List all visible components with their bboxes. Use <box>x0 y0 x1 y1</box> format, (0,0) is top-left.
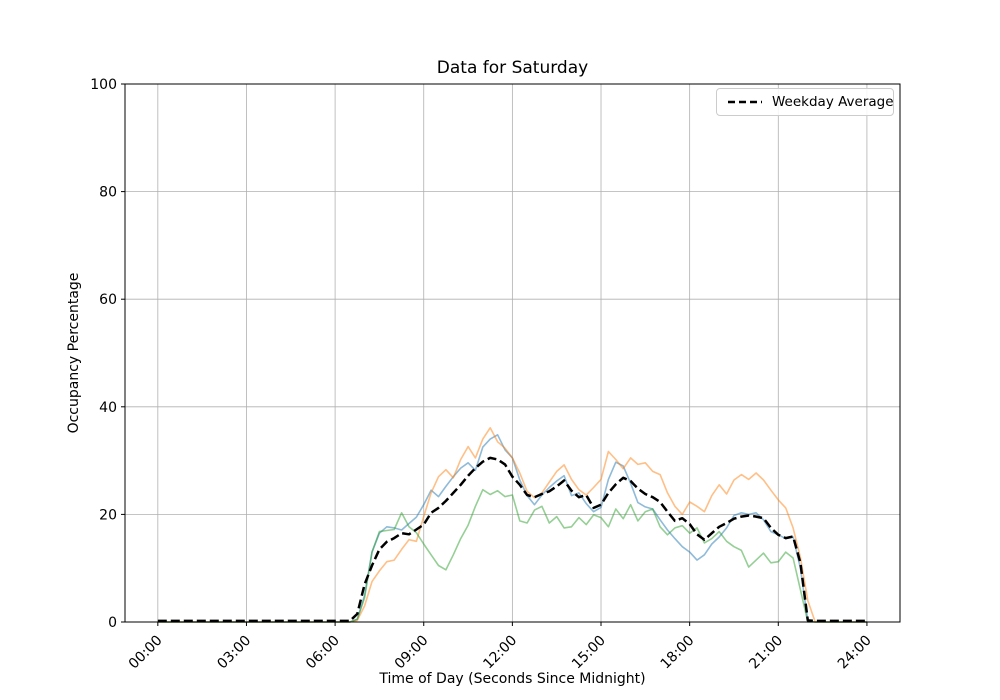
x-tick-label: 09:00 <box>392 633 432 673</box>
legend-entry-weekday-average: Weekday Average <box>772 94 894 110</box>
x-tick-label: 12:00 <box>480 633 520 673</box>
y-tick-label: 60 <box>99 292 117 308</box>
chart-title: Data for Saturday <box>436 58 589 78</box>
x-tick-label: 06:00 <box>303 633 343 673</box>
y-tick-label: 100 <box>90 77 117 93</box>
y-tick-label: 80 <box>99 185 117 201</box>
y-tick-label: 40 <box>99 400 117 416</box>
weekday-average-line-sample <box>728 100 762 104</box>
legend: Weekday Average <box>716 88 894 116</box>
y-tick-label: 20 <box>99 507 117 523</box>
x-tick-label: 24:00 <box>835 633 875 673</box>
y-tick-label: 0 <box>108 615 117 631</box>
x-tick-label: 21:00 <box>746 633 786 673</box>
weekday-average-line <box>157 456 867 623</box>
x-axis-label: Time of Day (Seconds Since Midnight) <box>379 671 646 687</box>
x-tick-label: 03:00 <box>214 633 254 673</box>
x-tick-label: 00:00 <box>126 633 166 673</box>
x-tick-label: 15:00 <box>569 633 609 673</box>
x-tick-label: 18:00 <box>658 633 698 673</box>
y-axis-label: Occupancy Percentage <box>66 272 82 434</box>
